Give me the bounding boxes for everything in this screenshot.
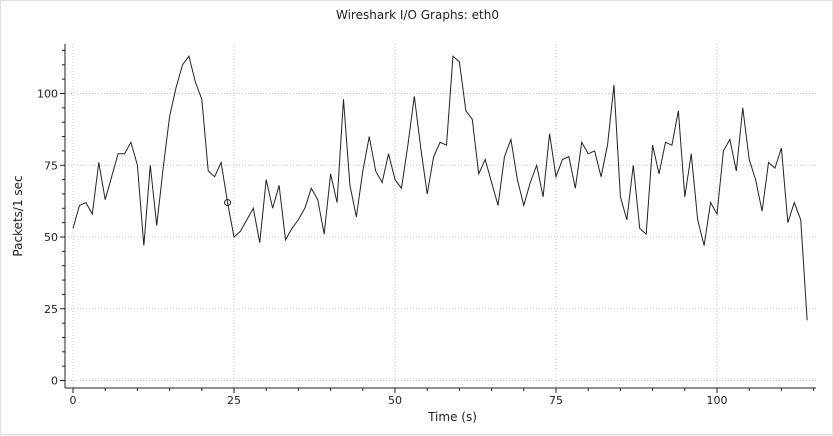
series-line — [72, 55, 808, 321]
x-tick-label-0: 0 — [70, 394, 77, 407]
chart-title: Wireshark I/O Graphs: eth0 — [336, 8, 499, 22]
axes — [64, 44, 816, 389]
y-axis-label: Packets/1 sec — [11, 175, 25, 256]
x-tick-label-75: 75 — [549, 394, 563, 407]
cursor-marker[interactable] — [224, 199, 232, 207]
y-tick-label-75: 75 — [44, 159, 58, 172]
y-tick-label-100: 100 — [37, 88, 58, 101]
y-tick-label-0: 0 — [51, 375, 58, 388]
grid-lines — [65, 44, 816, 388]
x-tick-label-25: 25 — [227, 394, 241, 407]
y-tick-label-50: 50 — [44, 231, 58, 244]
y-tick-label-25: 25 — [44, 303, 58, 316]
x-tick-label-100: 100 — [707, 394, 728, 407]
ticks: 0 25 50 75 100 0 25 50 75 100 — [37, 49, 815, 407]
x-tick-label-50: 50 — [388, 394, 402, 407]
x-axis-label: Time (s) — [427, 410, 477, 424]
